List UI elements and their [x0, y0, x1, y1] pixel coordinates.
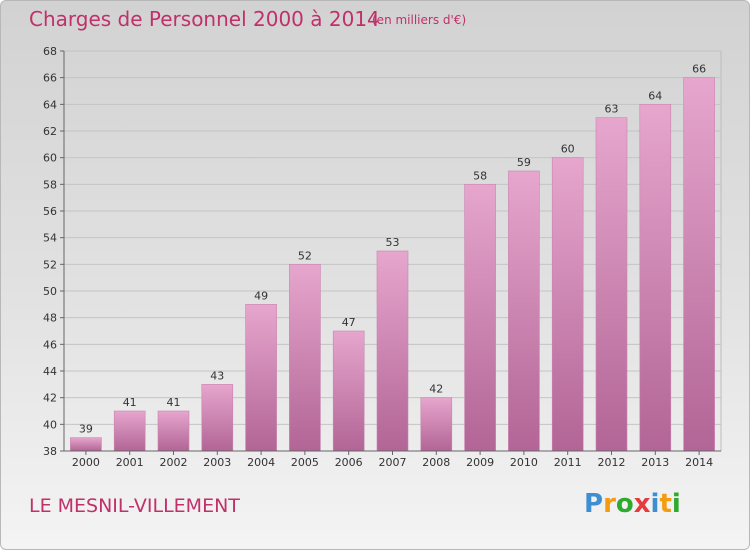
bar: [639, 104, 672, 452]
chart-title: Charges de Personnel 2000 à 2014: [29, 7, 380, 31]
y-tick-label: 38: [43, 445, 57, 458]
bar: [508, 170, 540, 452]
y-tick-label: 50: [43, 285, 57, 298]
y-tick-label: 54: [43, 232, 57, 245]
bar-value-label: 49: [254, 289, 268, 302]
chart-subtitle: (en milliers d'€): [372, 13, 467, 27]
y-tick-label: 52: [43, 258, 57, 271]
x-tick-label: 2004: [247, 456, 275, 469]
logo-letter: i: [650, 489, 660, 519]
bar: [113, 410, 146, 452]
x-tick-label: 2008: [422, 456, 450, 469]
bar: [595, 117, 628, 452]
bar-value-label: 41: [123, 396, 137, 409]
y-tick-label: 48: [43, 312, 57, 325]
logo-letter: r: [603, 489, 616, 519]
x-tick-label: 2002: [160, 456, 188, 469]
bar-value-label: 66: [692, 63, 706, 76]
bar: [157, 410, 190, 452]
y-tick-label: 58: [43, 178, 57, 191]
bar: [245, 304, 277, 452]
x-tick-label: 2006: [335, 456, 363, 469]
x-tick-label: 2003: [203, 456, 231, 469]
bar: [420, 397, 453, 452]
logo-letter: o: [615, 489, 634, 519]
bar-value-label: 39: [79, 423, 93, 436]
bar-value-label: 59: [517, 156, 531, 169]
bar-value-label: 52: [298, 249, 312, 262]
y-tick-label: 42: [43, 392, 57, 405]
x-tick-label: 2014: [685, 456, 713, 469]
bar-value-label: 63: [605, 103, 619, 116]
logo-letter: t: [659, 489, 672, 519]
bar-value-label: 43: [210, 369, 224, 382]
x-tick-label: 2000: [72, 456, 100, 469]
bar: [376, 250, 409, 452]
y-tick-label: 56: [43, 205, 57, 218]
y-tick-label: 60: [43, 152, 57, 165]
bar: [551, 157, 584, 452]
bar-value-label: 42: [429, 383, 443, 396]
bar: [332, 330, 365, 452]
x-tick-label: 2013: [641, 456, 669, 469]
bar: [683, 77, 715, 452]
y-tick-label: 44: [43, 365, 57, 378]
y-tick-label: 40: [43, 418, 57, 431]
x-tick-label: 2012: [598, 456, 626, 469]
bar-value-label: 47: [342, 316, 356, 329]
y-tick-label: 46: [43, 338, 57, 351]
proxiti-logo: Proxiti: [584, 489, 681, 519]
x-tick-label: 2010: [510, 456, 538, 469]
logo-letter: x: [633, 489, 651, 519]
bar-value-label: 60: [561, 143, 575, 156]
x-tick-label: 2009: [466, 456, 494, 469]
bar: [289, 264, 321, 452]
bar-value-label: 53: [386, 236, 400, 249]
logo-letter: i: [671, 489, 681, 519]
y-tick-label: 62: [43, 125, 57, 138]
x-tick-label: 2001: [116, 456, 144, 469]
x-tick-label: 2007: [379, 456, 407, 469]
y-tick-label: 66: [43, 72, 57, 85]
y-tick-label: 68: [43, 45, 57, 58]
logo-letter: P: [584, 489, 604, 519]
bar-value-label: 41: [167, 396, 181, 409]
city-name: LE MESNIL-VILLEMENT: [29, 495, 240, 517]
bar: [70, 437, 102, 452]
bar-value-label: 58: [473, 169, 487, 182]
bar: [201, 384, 234, 452]
x-tick-label: 2005: [291, 456, 319, 469]
x-tick-label: 2011: [554, 456, 582, 469]
y-tick-label: 64: [43, 98, 57, 111]
bar: [464, 184, 496, 452]
bar-value-label: 64: [648, 89, 662, 102]
